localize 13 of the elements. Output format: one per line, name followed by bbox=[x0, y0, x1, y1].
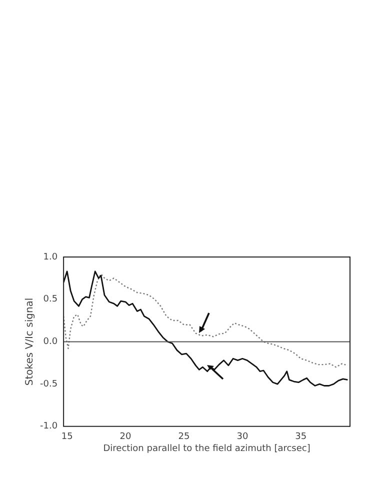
line-series bbox=[64, 273, 348, 368]
y-tick-label: 0.0 bbox=[43, 337, 58, 348]
x-tick-label: 30 bbox=[236, 432, 248, 442]
y-tick-label: -1.0 bbox=[40, 422, 58, 432]
y-tick-label: -0.5 bbox=[40, 379, 58, 390]
x-tick-label: 20 bbox=[120, 432, 132, 442]
x-tick-label: 15 bbox=[61, 432, 73, 442]
x-tick-label: 25 bbox=[178, 432, 190, 442]
x-axis-title: Direction parallel to the field azimuth [arcsec] bbox=[103, 444, 310, 454]
x-tick-label: 35 bbox=[295, 432, 307, 442]
y-axis-title: Stokes V/Ic signal bbox=[24, 298, 36, 386]
y-tick-label: 1.0 bbox=[43, 252, 58, 262]
y-tick-label: 0.5 bbox=[43, 294, 58, 305]
